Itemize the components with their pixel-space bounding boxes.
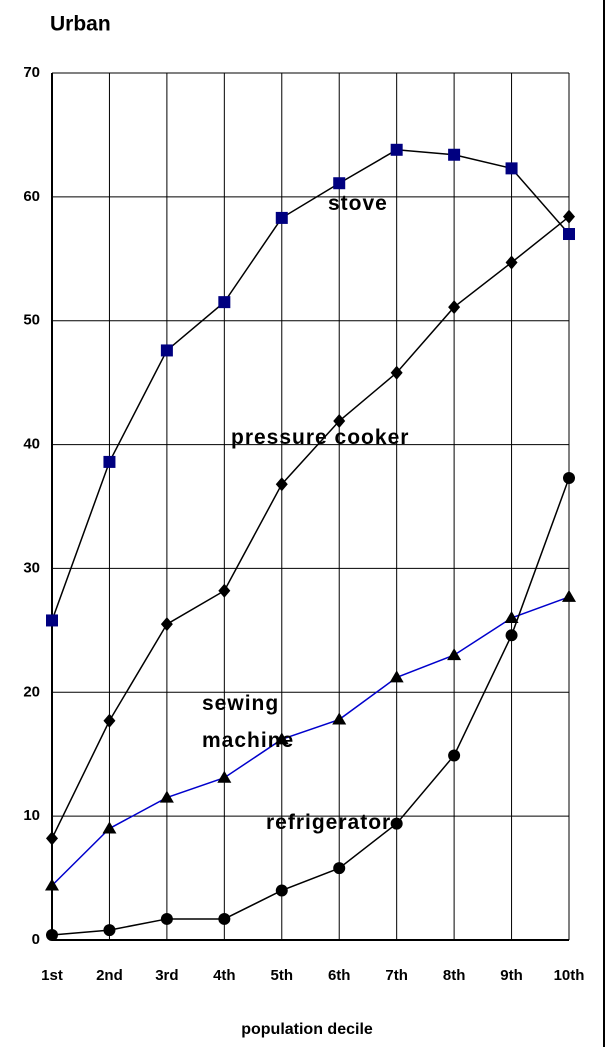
series-label: refrigerator <box>266 811 392 834</box>
chart-title: Urban <box>50 13 111 36</box>
series-line <box>51 477 570 936</box>
marker <box>333 177 346 190</box>
marker <box>160 617 173 632</box>
x-tick-label: 4th <box>213 967 236 984</box>
marker <box>390 143 403 156</box>
series-label: sewing machine <box>202 692 295 752</box>
marker <box>102 821 117 834</box>
x-tick-label: 5th <box>271 967 294 984</box>
marker <box>563 472 575 485</box>
marker <box>46 929 58 942</box>
marker <box>45 878 59 891</box>
marker <box>333 862 346 875</box>
marker <box>160 912 173 925</box>
marker <box>218 912 231 925</box>
marker <box>562 589 576 602</box>
series-label: pressure cooker <box>231 426 410 449</box>
y-tick-label: 40 <box>23 436 40 453</box>
marker <box>505 162 518 175</box>
series-line <box>51 596 570 887</box>
x-tick-label: 2nd <box>96 967 123 984</box>
marker <box>448 749 461 762</box>
y-tick-label: 60 <box>23 188 40 205</box>
marker <box>218 296 231 309</box>
marker <box>563 228 575 241</box>
y-tick-label: 50 <box>23 312 40 329</box>
x-tick-label: 10th <box>554 967 585 984</box>
marker <box>505 629 518 642</box>
x-axis-label: population decile <box>241 1021 373 1038</box>
series-line <box>51 216 570 839</box>
y-tick-label: 30 <box>23 559 40 576</box>
marker <box>275 211 288 224</box>
marker <box>160 344 173 357</box>
y-tick-label: 70 <box>23 64 40 81</box>
marker <box>275 477 288 492</box>
y-tick-label: 10 <box>23 807 40 824</box>
marker <box>332 712 347 725</box>
marker <box>563 209 575 224</box>
marker <box>390 817 403 830</box>
marker <box>390 365 403 380</box>
marker <box>274 732 289 745</box>
x-tick-label: 8th <box>443 967 466 984</box>
marker <box>448 300 461 315</box>
marker <box>447 648 462 661</box>
marker <box>217 770 232 783</box>
series-label: stove <box>328 192 388 215</box>
marker <box>159 790 174 803</box>
marker <box>218 583 231 598</box>
marker <box>103 713 116 728</box>
marker <box>333 414 346 429</box>
marker <box>103 924 116 937</box>
x-tick-label: 6th <box>328 967 351 984</box>
marker <box>103 455 116 468</box>
x-tick-label: 3rd <box>155 967 178 984</box>
series-line <box>51 149 570 621</box>
marker <box>389 670 404 683</box>
marker <box>504 610 519 623</box>
marker <box>46 831 58 846</box>
x-tick-label: 9th <box>500 967 523 984</box>
x-tick-label: 1st <box>41 967 63 984</box>
x-tick-label: 7th <box>385 967 408 984</box>
y-tick-label: 0 <box>32 931 40 948</box>
marker <box>505 255 518 270</box>
marker <box>448 148 461 161</box>
marker <box>46 614 58 627</box>
marker <box>275 884 288 897</box>
y-tick-label: 20 <box>23 683 40 700</box>
